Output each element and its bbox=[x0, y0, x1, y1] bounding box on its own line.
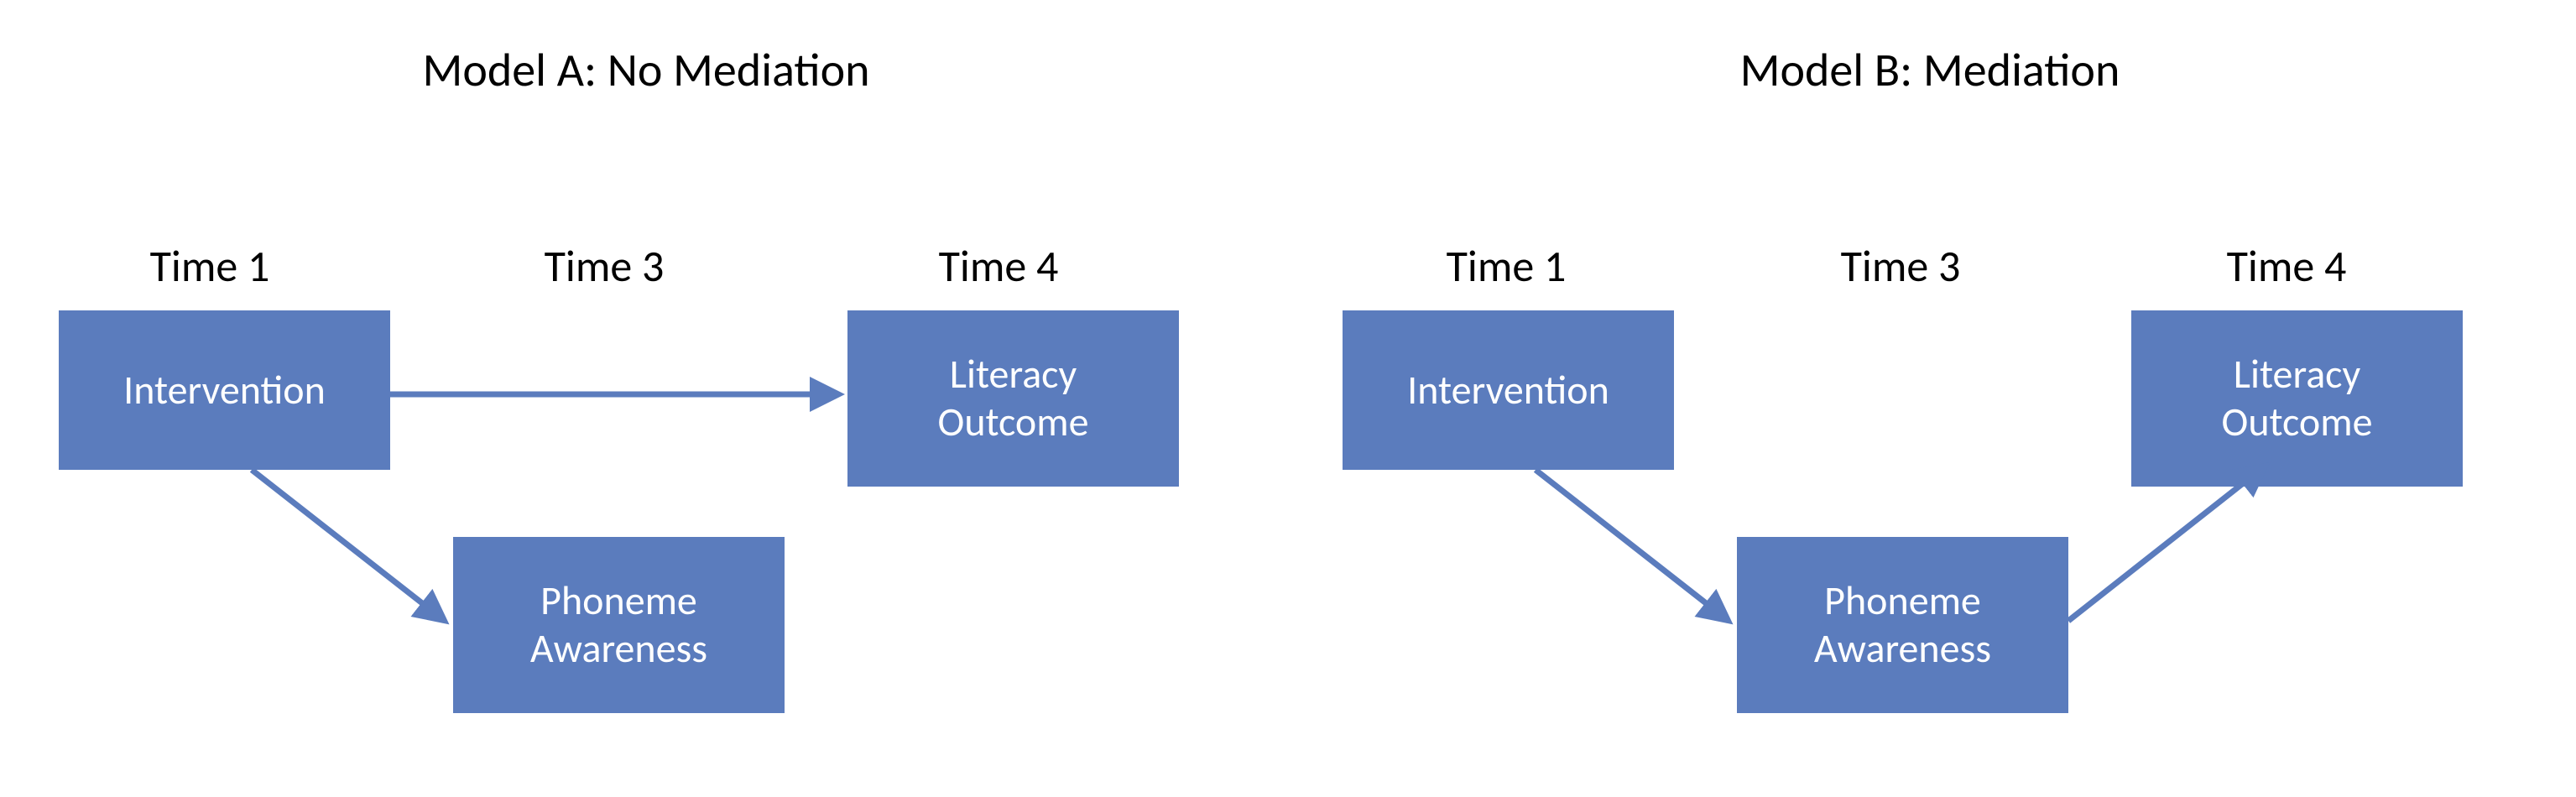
panel-a-time-4: Time 4 bbox=[873, 239, 1124, 293]
edge bbox=[2068, 466, 2266, 621]
panel-a-node-phoneme: PhonemeAwareness bbox=[453, 537, 785, 713]
panel-b-node-phoneme: PhonemeAwareness bbox=[1737, 537, 2068, 713]
panel-b-node-intervention: Intervention bbox=[1343, 310, 1674, 470]
edge bbox=[252, 470, 445, 621]
panel-b-time-4: Time 4 bbox=[2161, 239, 2412, 293]
panel-a-time-1: Time 1 bbox=[84, 239, 336, 293]
panel-b-node-literacy: LiteracyOutcome bbox=[2131, 310, 2463, 487]
panel-b-time-1: Time 1 bbox=[1380, 239, 1632, 293]
panel-b-time-3: Time 3 bbox=[1775, 239, 2026, 293]
panel-a-node-literacy: LiteracyOutcome bbox=[847, 310, 1179, 487]
panel-a-title: Model A: No Mediation bbox=[310, 42, 982, 99]
panel-a-time-3: Time 3 bbox=[478, 239, 730, 293]
panel-a-node-intervention: Intervention bbox=[59, 310, 390, 470]
edge bbox=[1536, 470, 1729, 621]
panel-b-title: Model B: Mediation bbox=[1594, 42, 2266, 99]
